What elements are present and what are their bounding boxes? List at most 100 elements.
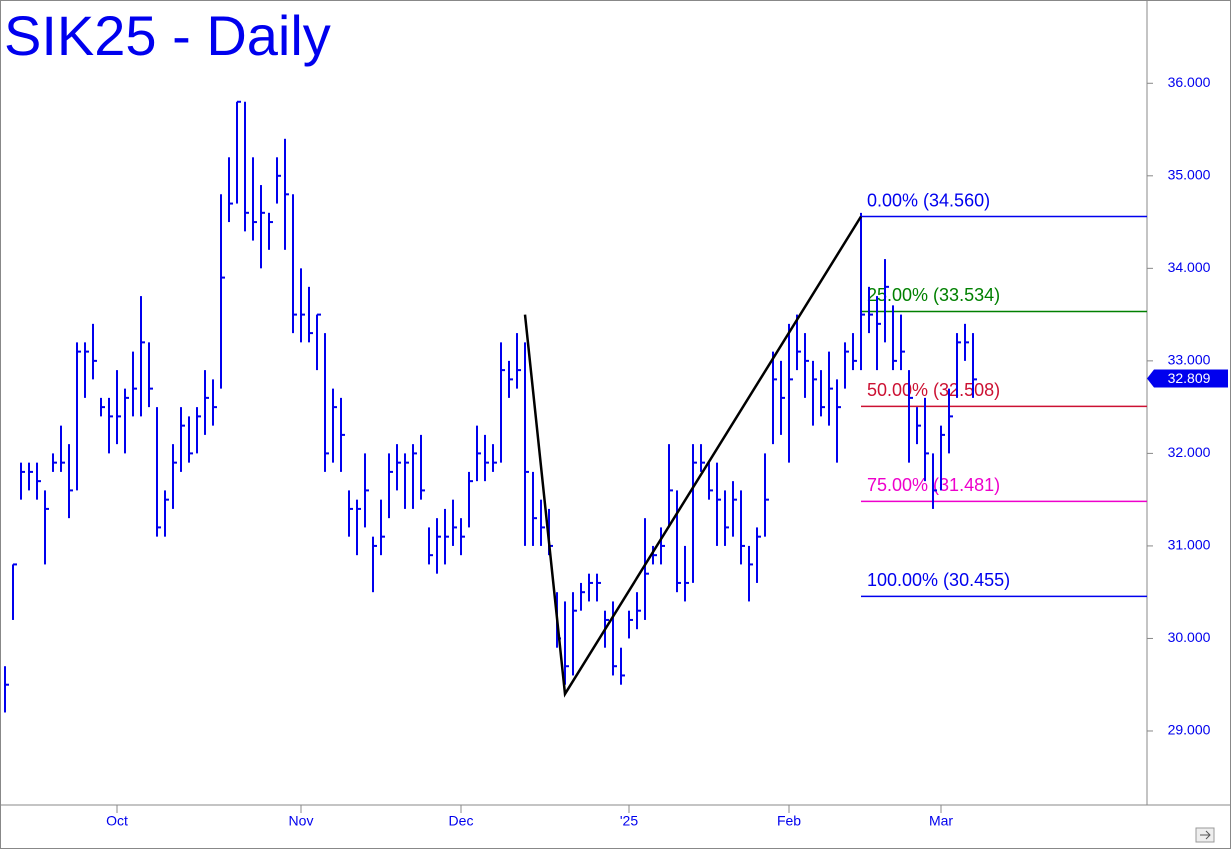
price-bar (628, 610, 633, 639)
price-bar (420, 434, 425, 500)
price-bar (684, 545, 689, 602)
y-tick-label: 36.000 (1168, 74, 1211, 90)
swing-line (523, 215, 863, 698)
x-tick-label: Dec (449, 813, 474, 829)
price-bar (740, 490, 745, 565)
price-bar (932, 453, 937, 509)
price-bar (308, 286, 313, 343)
price-bar (468, 471, 473, 528)
price-bar (956, 333, 961, 398)
price-bar (228, 157, 233, 223)
fib-label: 100.00% (30.455) (867, 570, 1010, 590)
price-bar (12, 563, 17, 620)
price-bar (100, 397, 105, 417)
price-bar (268, 212, 273, 250)
price-bar (68, 444, 73, 519)
price-bar (796, 314, 801, 371)
price-bar (388, 453, 393, 519)
price-bar (732, 481, 737, 537)
price-bar (908, 370, 913, 463)
price-bar (172, 444, 177, 509)
price-bar (20, 462, 25, 500)
fib-label: 25.00% (33.534) (867, 285, 1000, 305)
price-bar (876, 296, 881, 371)
price-bar (916, 407, 921, 445)
price-bar (788, 323, 793, 463)
price-bar (196, 407, 201, 454)
price-bar (348, 490, 353, 537)
price-bar (212, 379, 217, 426)
price-bar (924, 397, 929, 482)
price-bar (260, 185, 265, 269)
price-bar (668, 444, 673, 528)
price-bar (148, 342, 153, 408)
price-bar (324, 333, 329, 472)
price-bar (860, 212, 865, 371)
price-bar (580, 582, 585, 611)
price-bar (940, 425, 945, 491)
price-bar (244, 101, 249, 232)
price-bar (436, 518, 441, 574)
x-tick-label: Nov (289, 813, 314, 829)
price-bar (340, 397, 345, 472)
price-bar (84, 342, 89, 398)
price-bar (764, 453, 769, 537)
price-bar (276, 157, 281, 204)
price-bar (4, 666, 9, 713)
price-bar (316, 313, 321, 371)
price-bar (484, 434, 489, 482)
price-bar (164, 490, 169, 537)
scroll-arrow[interactable] (1195, 827, 1215, 843)
price-bar (892, 305, 897, 371)
price-bar (652, 545, 657, 565)
price-bar (356, 499, 361, 556)
price-bar (220, 194, 225, 389)
price-bar (180, 407, 185, 472)
price-bar (572, 592, 577, 676)
price-bar (492, 444, 497, 472)
price-bar (780, 360, 785, 435)
price-bar (76, 342, 81, 491)
price-bar (844, 342, 849, 389)
price-bar (612, 601, 617, 676)
y-tick-label: 30.000 (1168, 629, 1211, 645)
price-bar (868, 286, 873, 334)
price-bar (204, 370, 209, 435)
x-tick-label: Oct (106, 813, 128, 829)
price-bar (532, 471, 537, 546)
price-bar (124, 388, 129, 454)
price-bar (132, 351, 137, 417)
price-bar (116, 370, 121, 445)
price-bar (540, 499, 545, 546)
price-bar (700, 444, 705, 472)
price-bar (836, 379, 841, 463)
price-bar (236, 100, 241, 204)
price-bar (596, 573, 601, 602)
price-bar (292, 194, 297, 334)
price-bar (692, 444, 697, 583)
price-bar (748, 545, 753, 602)
y-tick-label: 32.000 (1168, 444, 1211, 460)
price-bar (460, 518, 465, 556)
price-bar (812, 360, 817, 426)
price-bar (252, 157, 257, 241)
price-bar (852, 333, 857, 371)
y-tick-label: 31.000 (1168, 537, 1211, 553)
price-bar (884, 259, 889, 343)
price-bar (108, 397, 113, 454)
price-bar (708, 462, 713, 500)
price-bar (364, 453, 369, 528)
price-bar (508, 360, 513, 398)
price-bar (428, 527, 433, 565)
chart-title: SIK25 - Daily (4, 4, 331, 67)
price-bar (900, 314, 905, 371)
price-bar (300, 268, 305, 343)
price-bar (380, 499, 385, 556)
price-bar (60, 425, 65, 472)
last-price-label: 32.809 (1168, 370, 1211, 386)
price-bar (636, 592, 641, 630)
price-bar (948, 388, 953, 454)
price-bar (372, 536, 377, 593)
